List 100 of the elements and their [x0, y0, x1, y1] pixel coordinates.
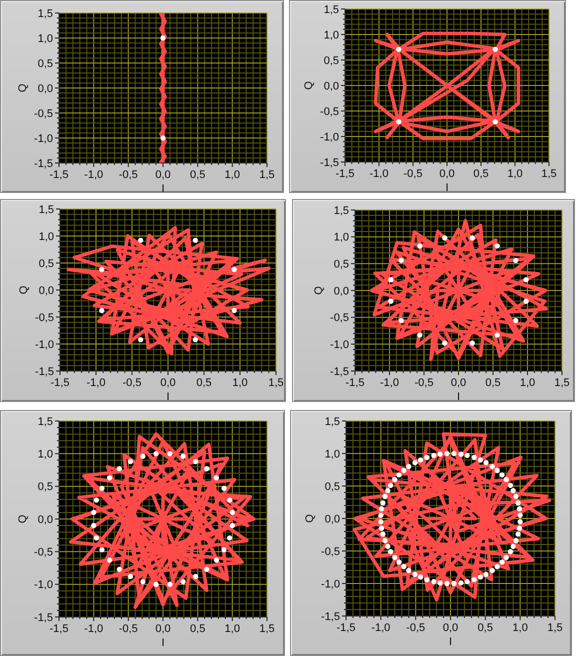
y-tick-label: 0,5: [334, 258, 349, 271]
point: [513, 258, 518, 264]
point: [192, 458, 198, 464]
x-tick-label: -1,0: [371, 622, 390, 634]
point: [140, 454, 146, 459]
x-tick-label: -1,0: [370, 168, 388, 180]
y-axis-title: Q: [17, 514, 29, 524]
line-series: [374, 32, 520, 140]
y-tick-label: 1,5: [38, 8, 53, 20]
x-tick-label: 0,0: [160, 377, 176, 389]
point: [167, 451, 173, 456]
point: [116, 466, 122, 472]
x-tick-label: -0,5: [406, 622, 426, 634]
y-tick-label: 0,5: [324, 54, 339, 67]
point: [99, 308, 104, 314]
x-tick-label: 0,5: [190, 169, 206, 181]
y-tick-label: 1,0: [324, 29, 339, 42]
point: [232, 266, 237, 272]
x-tick-label: 1,5: [547, 622, 563, 634]
x-tick-label: 1,0: [224, 169, 240, 181]
y-tick-label: 1,5: [324, 4, 339, 16]
x-tick-label: -1,5: [346, 377, 364, 389]
point: [99, 266, 104, 272]
point: [417, 332, 422, 338]
point: [107, 558, 112, 563]
y-tick-label: 1,0: [38, 448, 53, 461]
point: [128, 574, 134, 580]
point: [116, 566, 122, 572]
y-tick-label: -0,5: [321, 546, 340, 558]
x-tick-label: -0,5: [414, 377, 434, 389]
x-axis-title: I: [161, 183, 165, 195]
y-axis-title: Q: [303, 80, 315, 90]
point: [94, 497, 100, 503]
y-tick-label: 1,5: [38, 416, 53, 428]
point: [442, 235, 448, 241]
x-axis-title: I: [456, 391, 460, 403]
line-series: [352, 432, 552, 602]
x-tick-label: -0,5: [404, 168, 422, 180]
x-tick-label: -0,5: [122, 377, 142, 389]
x-axis-title: I: [445, 182, 449, 194]
x-tick-label: 1,0: [520, 377, 536, 389]
point: [140, 579, 146, 584]
y-axis-title: Q: [304, 514, 316, 523]
x-tick-label: -1,0: [84, 623, 104, 635]
point: [107, 475, 112, 480]
x-tick-label: -1,0: [84, 169, 104, 181]
point: [226, 535, 232, 541]
x-tick-label: 0,0: [442, 622, 458, 634]
y-tick-label: -0,5: [35, 312, 54, 324]
point: [513, 318, 518, 324]
x-axis-title: I: [166, 391, 170, 403]
point: [226, 497, 232, 503]
x-tick-label: 1,0: [232, 377, 248, 389]
point: [494, 332, 500, 338]
x-tick-label: 1,5: [259, 623, 275, 635]
point: [180, 454, 186, 459]
point: [167, 582, 173, 587]
point: [494, 243, 500, 249]
y-tick-label: -1,0: [35, 338, 54, 351]
x-tick-label: 0,0: [450, 377, 466, 389]
point: [470, 340, 475, 346]
point: [204, 566, 210, 572]
line-series: [159, 13, 167, 163]
x-tick-label: 0,5: [190, 623, 206, 635]
x-tick-label: 0,5: [473, 168, 489, 180]
x-tick-label: 1,5: [554, 377, 570, 389]
point: [524, 298, 529, 304]
y-tick-label: -0,5: [34, 108, 53, 120]
line-series: [69, 432, 256, 609]
y-tick-label: 1,5: [324, 416, 340, 428]
point: [388, 277, 394, 282]
point: [91, 510, 96, 516]
y-tick-label: 1,5: [38, 204, 54, 216]
x-tick-label: -1,5: [50, 377, 70, 389]
point: [398, 318, 404, 324]
y-tick-label: 0,5: [38, 58, 53, 70]
x-tick-label: 0,5: [196, 377, 212, 389]
x-tick-label: 0,0: [439, 168, 455, 180]
y-tick-label: -1,5: [330, 366, 349, 378]
y-tick-label: -1,5: [34, 612, 53, 624]
y-tick-label: 0,0: [38, 82, 53, 95]
x-axis-title: I: [448, 636, 452, 648]
y-axis-title: Q: [17, 83, 29, 92]
x-tick-label: -0,5: [118, 623, 138, 635]
point: [442, 340, 448, 346]
x-tick-label: 1,5: [541, 168, 557, 180]
x-tick-label: 0,0: [155, 623, 171, 635]
y-tick-label: 0,5: [38, 258, 54, 270]
x-tick-label: -1,5: [50, 169, 68, 181]
y-tick-label: 0,0: [324, 513, 340, 526]
y-tick-label: 0,0: [38, 284, 54, 297]
point: [221, 486, 227, 491]
x-tick-label: 0,0: [155, 169, 171, 181]
x-tick-label: 0,5: [485, 377, 501, 389]
y-tick-label: -1,5: [35, 366, 54, 378]
point: [230, 510, 235, 516]
x-tick-label: 1,0: [512, 622, 528, 634]
y-tick-label: 0,0: [324, 80, 339, 92]
y-tick-label: -1,5: [321, 610, 340, 623]
y-tick-label: -1,0: [320, 131, 339, 144]
